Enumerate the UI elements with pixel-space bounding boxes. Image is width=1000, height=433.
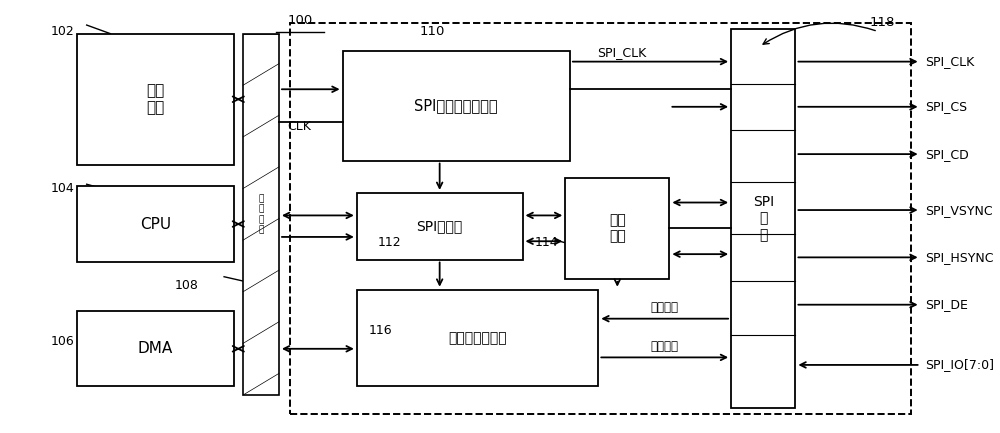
- Text: 112: 112: [378, 236, 402, 249]
- Text: 系统
内存: 系统 内存: [146, 83, 164, 116]
- Bar: [357, 193, 523, 259]
- Text: SPI时钟信号产生器: SPI时钟信号产生器: [414, 98, 498, 113]
- Text: SPI_DE: SPI_DE: [925, 298, 968, 311]
- Text: 系
统
总
线: 系 统 总 线: [258, 194, 264, 234]
- Bar: [243, 34, 279, 395]
- Text: 100: 100: [287, 14, 313, 27]
- Bar: [565, 178, 669, 279]
- Text: 102: 102: [51, 25, 75, 38]
- Text: SPI_CD: SPI_CD: [925, 148, 969, 161]
- Text: 108: 108: [174, 279, 198, 292]
- Bar: [357, 290, 598, 386]
- Text: 116: 116: [369, 324, 392, 337]
- Text: 106: 106: [51, 335, 75, 348]
- Text: 输入输出控制器: 输入输出控制器: [448, 331, 507, 345]
- Text: 输入数据: 输入数据: [651, 301, 679, 314]
- Text: 114: 114: [534, 236, 558, 249]
- Text: SPI_CLK: SPI_CLK: [597, 46, 647, 59]
- Bar: [343, 51, 570, 161]
- Text: 输出数据: 输出数据: [651, 340, 679, 353]
- Text: SPI_CLK: SPI_CLK: [925, 55, 975, 68]
- Text: SPI_VSYNC: SPI_VSYNC: [925, 204, 993, 216]
- Bar: [77, 311, 234, 386]
- Text: SPI_CS: SPI_CS: [925, 100, 967, 113]
- Text: CLK: CLK: [288, 120, 311, 132]
- Text: DMA: DMA: [138, 341, 173, 356]
- Text: 寄存
器组: 寄存 器组: [609, 213, 626, 243]
- Text: SPI
引
脚: SPI 引 脚: [753, 195, 774, 242]
- Text: 110: 110: [420, 25, 445, 38]
- Text: 118: 118: [870, 16, 895, 29]
- Text: CPU: CPU: [140, 216, 171, 232]
- Bar: [731, 29, 795, 408]
- Bar: [290, 23, 911, 414]
- Text: SPI_IO[7:0]: SPI_IO[7:0]: [925, 359, 994, 372]
- Text: SPI_HSYNC: SPI_HSYNC: [925, 251, 994, 264]
- Bar: [77, 34, 234, 165]
- Text: SPI状态机: SPI状态机: [417, 219, 463, 233]
- Text: 104: 104: [51, 182, 75, 195]
- Bar: [77, 186, 234, 262]
